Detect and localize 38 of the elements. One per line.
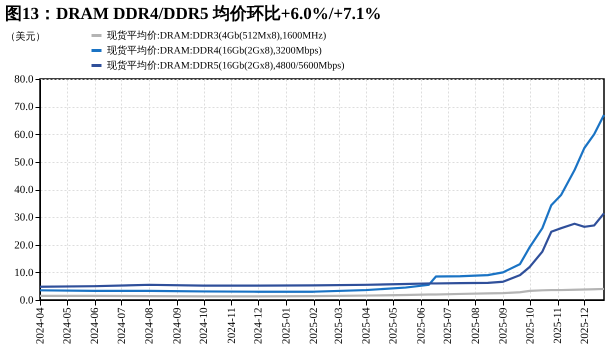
x-tick-label: 2025-06: [415, 307, 428, 344]
x-tick-label: 2024-12: [252, 308, 265, 344]
y-tick-label: 30.0: [14, 212, 34, 224]
x-tick-label: 2024-05: [61, 307, 74, 344]
y-tick-label: 70.0: [14, 101, 34, 114]
x-tick-label: 2025-02: [308, 308, 320, 344]
chart-title: 图13：DRAM DDR4/DDR5 均价环比+6.0%/+7.1%: [5, 4, 382, 23]
y-tick-label: 80.0: [14, 74, 34, 86]
x-tick-label: 2025-01: [280, 308, 292, 344]
y-tick-label: 0.0: [20, 294, 34, 306]
y-tick-label: 10.0: [14, 266, 34, 279]
x-tick-label: 2024-04: [34, 307, 46, 344]
x-tick-label: 2025-08: [470, 307, 482, 344]
y-axis-title: （美元）: [6, 30, 46, 42]
x-tick-label: 2025-12: [578, 308, 591, 344]
x-tick-label: 2024-07: [116, 307, 128, 344]
legend-label: 现货平均价:DRAM:DDR4(16Gb(2Gx8),3200Mbps): [107, 44, 322, 56]
line-series: [38, 212, 606, 288]
y-tick-label: 20.0: [14, 239, 34, 252]
x-tick-label: 2025-07: [442, 307, 454, 344]
x-tick-label: 2025-09: [498, 307, 510, 344]
x-tick-label: 2025-10: [524, 307, 536, 344]
x-tick-label: 2024-11: [226, 308, 238, 344]
x-tick-label: 2024-06: [89, 307, 102, 344]
y-tick-label: 60.0: [14, 128, 34, 141]
line-series: [38, 288, 606, 298]
y-tick-label: 50.0: [14, 156, 34, 168]
x-tick-label: 2024-08: [144, 307, 156, 344]
y-tick-label: 40.0: [14, 184, 34, 196]
legend-label: 现货平均价:DRAM:DDR5(16Gb(2Gx8),4800/5600Mbps): [107, 60, 344, 72]
x-tick-label: 2025-05: [388, 307, 400, 344]
x-tick-label: 2025-04: [360, 307, 373, 344]
x-tick-label: 2024-10: [198, 307, 210, 344]
x-tick-label: 2025-03: [333, 307, 346, 344]
x-tick-label: 2024-09: [171, 307, 184, 344]
x-tick-label: 2025-11: [552, 308, 564, 344]
legend-label: 现货平均价:DRAM:DDR3(4Gb(512Mx8),1600MHz): [107, 30, 326, 42]
line-series: [38, 114, 606, 293]
